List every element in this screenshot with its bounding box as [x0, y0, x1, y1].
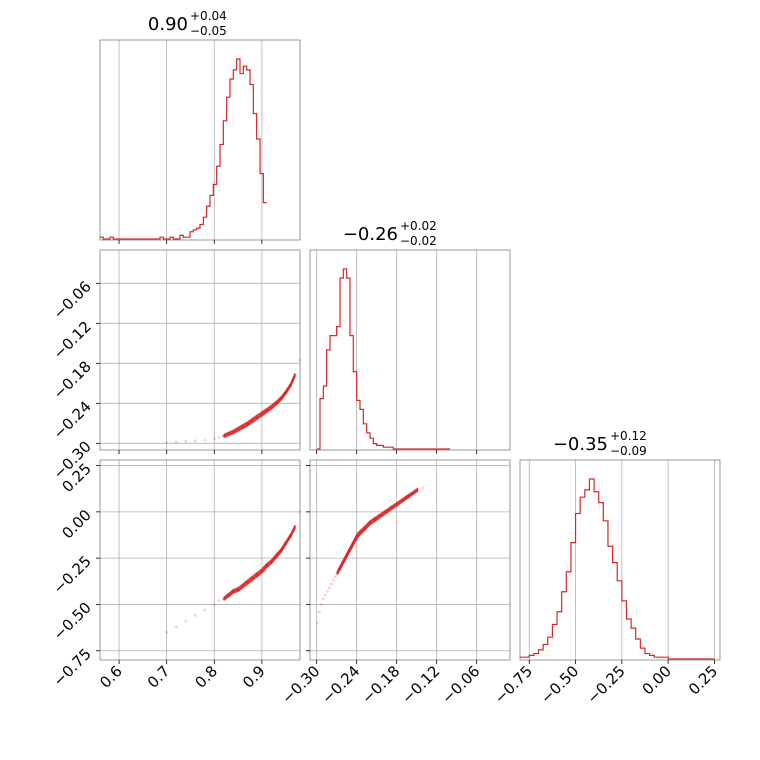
histogram-series-2 [520, 478, 715, 660]
scatter-point [329, 582, 333, 586]
x-tick-label: −0.25 [583, 662, 628, 707]
title-value: 0.90 [148, 14, 188, 35]
title-value: −0.26 [343, 224, 398, 245]
y-tick-label: −0.25 [50, 552, 95, 597]
scatter-point [327, 586, 331, 590]
scatter-point [174, 440, 178, 444]
x-tick-label: 0.7 [144, 662, 174, 692]
scatter-point [193, 614, 197, 617]
scatter-panel-1-2 [309, 459, 511, 661]
title-minus-error: −0.09 [610, 444, 647, 458]
x-tick-label: 0.9 [239, 662, 269, 692]
x-tick-label: −0.12 [398, 662, 443, 707]
scatter-point [184, 439, 188, 443]
y-tick-label: −0.12 [50, 317, 95, 362]
panel-frame [99, 39, 301, 241]
contour-line [223, 373, 296, 437]
scatter-point [217, 435, 221, 439]
scatter-point [333, 575, 337, 579]
panel-title-2: −0.35 +0.12−0.09 [553, 429, 647, 458]
x-tick-label: −0.50 [537, 662, 582, 707]
title-minus-error: −0.05 [190, 24, 227, 38]
title-plus-error: +0.04 [190, 9, 227, 23]
x-tick-label: 0.6 [96, 662, 126, 692]
histogram-series-1 [316, 268, 450, 450]
title-plus-error: +0.12 [610, 429, 647, 443]
scatter-point [331, 578, 335, 582]
y-tick-label: −0.06 [50, 277, 95, 322]
scatter-point [298, 358, 302, 362]
histogram-series-0 [100, 58, 267, 240]
y-tick-label: −0.75 [50, 645, 95, 690]
scatter-point [203, 608, 207, 612]
panel-title-0: 0.90 +0.04−0.05 [148, 9, 227, 38]
scatter-point [212, 603, 216, 606]
x-tick-label: 0.00 [639, 662, 675, 698]
scatter-panel-0-2 [99, 459, 302, 661]
contour-line [336, 487, 419, 572]
scatter-point [323, 593, 327, 597]
scatter-point [217, 599, 221, 603]
y-tick-label: −0.18 [50, 357, 95, 402]
x-tick-label: −0.06 [438, 662, 483, 707]
panel-frame [309, 249, 511, 451]
scatter-point [165, 630, 169, 634]
contour-line [336, 490, 419, 575]
contour-line [223, 373, 296, 436]
scatter-panel-0-1 [99, 249, 302, 451]
panel-frame [309, 459, 511, 661]
title-minus-error: −0.02 [400, 234, 437, 248]
y-tick-label: −0.50 [50, 599, 95, 644]
contour-line [223, 374, 296, 438]
title-plus-error: +0.02 [400, 219, 437, 233]
contour-line [223, 375, 296, 439]
hist-panel-0 [99, 39, 301, 241]
scatter-point [315, 621, 319, 625]
x-tick-label: −0.75 [491, 662, 536, 707]
scatter-point [184, 619, 188, 623]
scatter-point [193, 439, 197, 443]
scatter-point [325, 590, 329, 593]
scatter-point [203, 438, 207, 442]
panel-frame [519, 459, 721, 661]
contour-line [223, 527, 296, 601]
scatter-point [174, 625, 178, 629]
scatter-point [321, 597, 325, 601]
panel-title-1: −0.26 +0.02−0.02 [343, 219, 437, 248]
scatter-point [165, 441, 169, 445]
x-tick-label: −0.30 [278, 662, 323, 707]
x-tick-label: 0.25 [685, 662, 721, 698]
y-tick-label: 0.00 [58, 506, 94, 542]
title-value: −0.35 [553, 434, 608, 455]
hist-panel-1 [309, 249, 511, 451]
scatter-point [421, 486, 425, 490]
scatter-point [298, 510, 302, 514]
contour-line [223, 524, 296, 598]
x-tick-label: −0.18 [358, 662, 403, 707]
x-tick-label: 0.8 [192, 662, 222, 692]
contour-line [336, 488, 419, 573]
scatter-point [317, 610, 321, 614]
scatter-point [212, 437, 216, 441]
x-tick-label: −0.24 [318, 662, 363, 707]
contour-line [223, 525, 296, 599]
scatter-point [319, 603, 323, 606]
hist-panel-2 [519, 459, 721, 661]
contour-line [336, 489, 419, 574]
panel-frame [99, 249, 301, 451]
y-tick-label: −0.24 [50, 397, 95, 442]
panel-frame [99, 459, 301, 661]
